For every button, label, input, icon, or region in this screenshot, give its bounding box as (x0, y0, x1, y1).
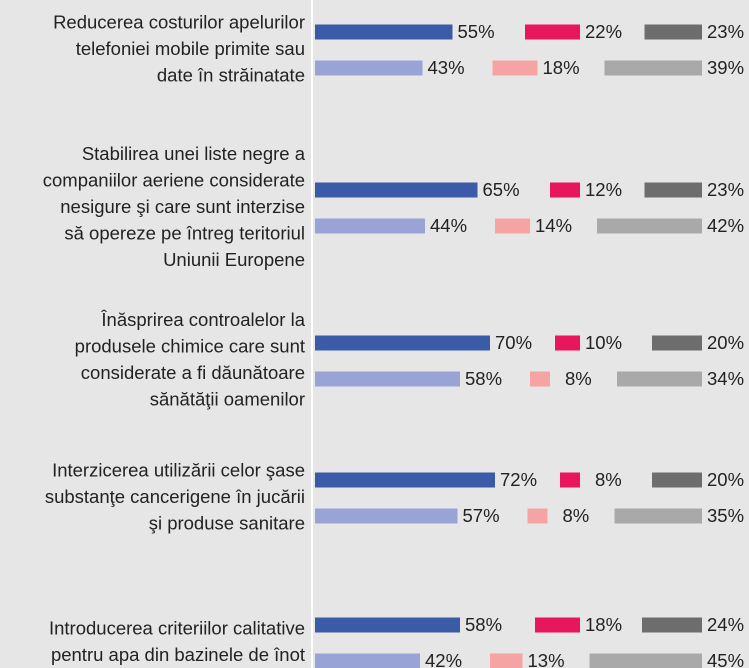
category-label: Interzicerea utilizării celor şase (52, 459, 305, 480)
bar (315, 60, 423, 76)
value-label: 23% (707, 21, 744, 42)
value-label: 39% (707, 57, 744, 78)
value-label: 44% (430, 215, 467, 236)
category-label: Uniunii Europene (163, 249, 305, 270)
value-label: 20% (707, 332, 744, 353)
value-label: 57% (463, 505, 500, 526)
bar (527, 508, 548, 524)
bar (495, 218, 530, 234)
bar (525, 24, 580, 40)
bar (604, 60, 702, 76)
bar (597, 218, 702, 234)
category-label: Reducerea costurilor apelurilor (53, 11, 305, 32)
bar (589, 653, 702, 668)
category-label: Introducerea criteriilor calitative (49, 618, 305, 639)
bar (614, 508, 702, 524)
bar (642, 617, 702, 633)
category-label: companiilor aeriene considerate (43, 169, 305, 190)
bar (492, 60, 538, 76)
bar (315, 508, 458, 524)
value-label: 18% (543, 57, 580, 78)
value-label: 24% (707, 614, 744, 635)
bar (530, 371, 550, 387)
value-label: 72% (500, 469, 537, 490)
value-label: 12% (585, 179, 622, 200)
value-label: 35% (707, 505, 744, 526)
value-label: 42% (707, 215, 744, 236)
bar (550, 182, 580, 198)
bar (555, 335, 580, 351)
bar (535, 617, 580, 633)
value-label: 8% (563, 505, 590, 526)
category-label: pentru apa din bazinele de înot (51, 644, 305, 665)
value-label: 8% (565, 368, 592, 389)
value-label: 43% (428, 57, 465, 78)
bar (652, 472, 702, 488)
category-label: Stabilirea unei liste negre a (82, 143, 306, 164)
value-label: 8% (595, 469, 622, 490)
category-label: date în străinatate (157, 64, 305, 85)
category-label: sănătăţii oamenilor (150, 389, 305, 410)
value-label: 42% (425, 650, 462, 668)
value-label: 55% (458, 21, 495, 42)
value-label: 10% (585, 332, 622, 353)
bar (315, 371, 460, 387)
category-label: să opereze pe întreg teritoriul (64, 222, 305, 243)
bar (315, 653, 420, 668)
value-label: 34% (707, 368, 744, 389)
bar (315, 218, 425, 234)
bar (644, 24, 702, 40)
bar (490, 653, 523, 668)
value-label: 58% (465, 368, 502, 389)
category-label: Înăsprirea controalelor la (100, 309, 305, 330)
value-label: 70% (495, 332, 532, 353)
bar (644, 182, 702, 198)
category-label: considerate a fi dăunătoare (81, 362, 305, 383)
value-label: 45% (707, 650, 744, 668)
value-label: 65% (483, 179, 520, 200)
bar (315, 182, 478, 198)
value-label: 22% (585, 21, 622, 42)
category-label: produsele chimice care sunt (75, 336, 305, 357)
value-label: 23% (707, 179, 744, 200)
bar (617, 371, 702, 387)
value-label: 14% (535, 215, 572, 236)
value-label: 13% (528, 650, 565, 668)
bar (560, 472, 580, 488)
category-label: şi produse sanitare (149, 512, 305, 533)
bar (315, 335, 490, 351)
value-label: 20% (707, 469, 744, 490)
value-label: 18% (585, 614, 622, 635)
bar (315, 24, 453, 40)
bar (315, 617, 460, 633)
category-label: nesigure şi care sunt interzise (60, 196, 305, 217)
bar (652, 335, 702, 351)
bar (315, 472, 495, 488)
category-label: telefoniei mobile primite sau (76, 38, 305, 59)
value-label: 58% (465, 614, 502, 635)
category-label: substanţe cancerigene în jucării (45, 486, 305, 507)
